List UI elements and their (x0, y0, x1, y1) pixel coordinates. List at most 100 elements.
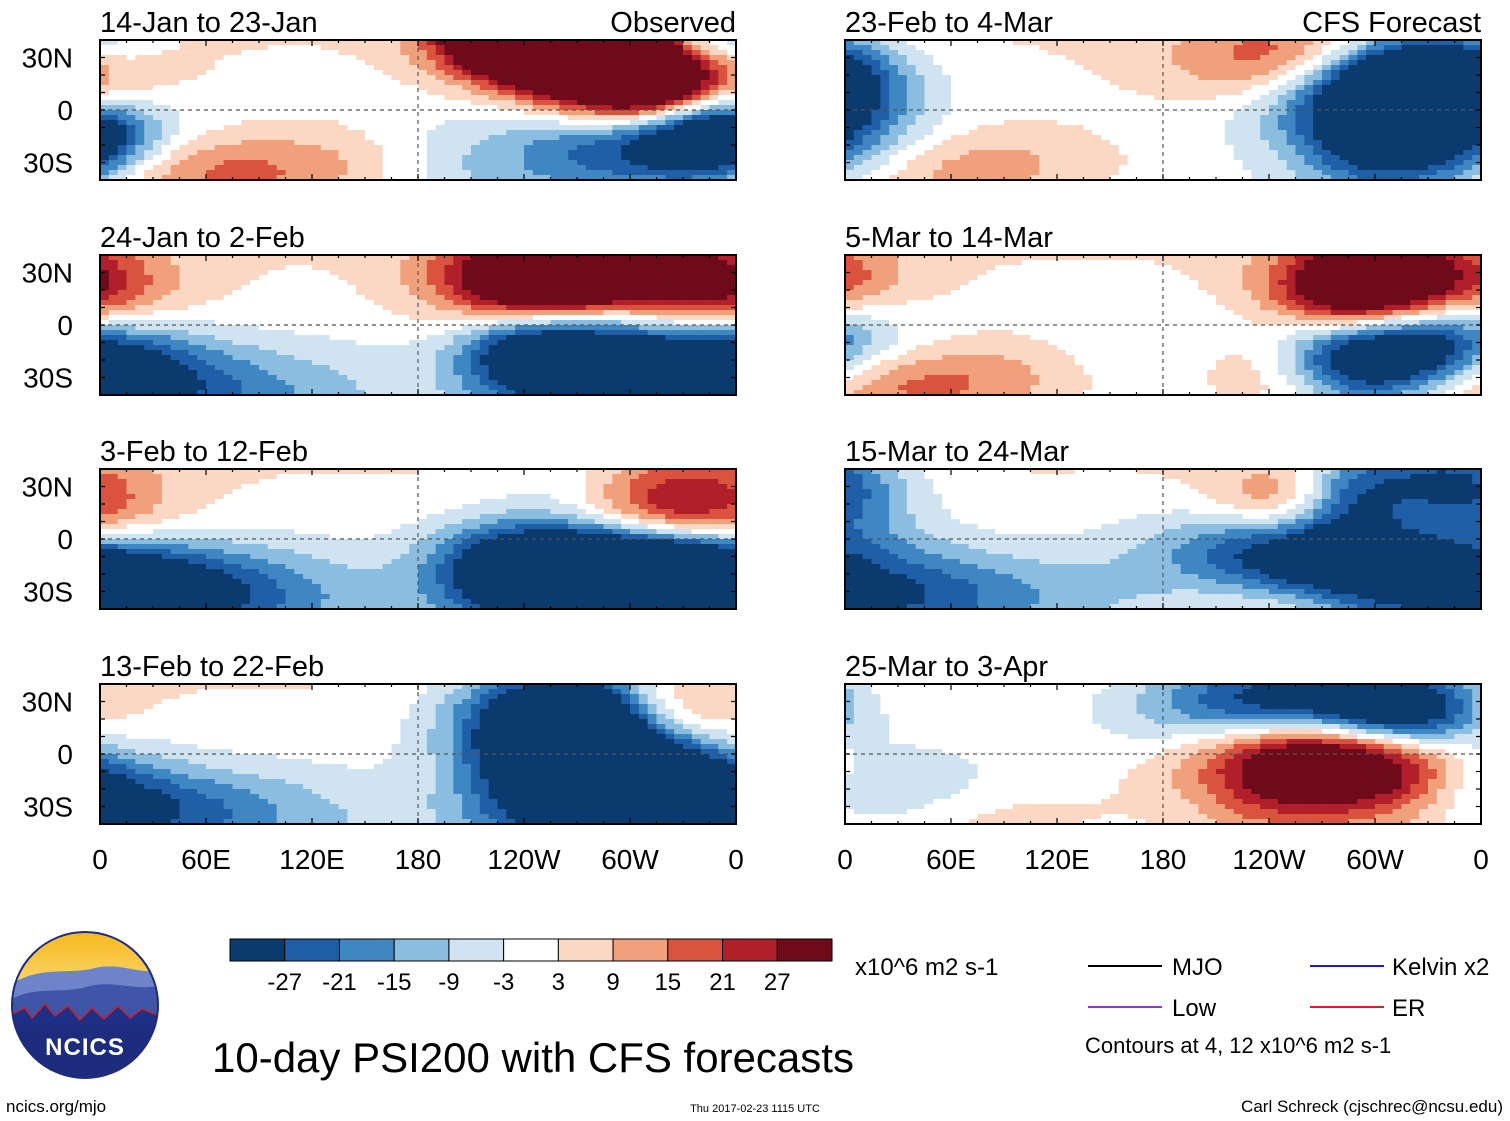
field-cell (100, 290, 110, 296)
field-cell (241, 275, 251, 281)
field-cell (603, 365, 613, 371)
field-cell (550, 40, 560, 46)
field-cell (161, 584, 172, 590)
field-cell (621, 260, 631, 266)
field-cell (197, 380, 207, 386)
field-cell (479, 360, 490, 366)
field-cell (435, 365, 445, 371)
field-cell (426, 320, 437, 326)
field-cell (541, 115, 551, 121)
field-cell (683, 55, 693, 61)
field-cell (161, 60, 172, 66)
field-cell (329, 100, 339, 106)
field-cell (206, 380, 216, 386)
field-cell (691, 280, 702, 286)
field-cell (320, 345, 331, 351)
field-cell (126, 504, 136, 510)
field-cell (197, 589, 207, 595)
field-cell (108, 55, 119, 61)
field-cell (435, 75, 445, 81)
field-cell (338, 135, 348, 141)
field-cell (532, 320, 543, 326)
field-cell (559, 255, 569, 261)
field-cell (409, 65, 419, 71)
field-cell (126, 170, 136, 176)
field-cell (338, 569, 348, 575)
field-cell (232, 380, 242, 386)
field-cell (347, 325, 357, 331)
field-cell (276, 370, 286, 376)
field-cell (462, 340, 472, 346)
field-cell (727, 40, 737, 46)
field-cell (170, 150, 180, 156)
field-cell (418, 345, 428, 351)
field-cell (718, 125, 728, 131)
field-cell (453, 345, 463, 351)
field-cell (135, 604, 145, 610)
field-cell (541, 335, 551, 341)
field-cell (214, 489, 225, 495)
field-cell (161, 310, 172, 316)
field-cell (356, 150, 366, 156)
field-cell (568, 385, 578, 391)
field-cell (665, 145, 675, 151)
field-cell (400, 285, 410, 291)
field-cell (108, 80, 119, 86)
field-cell (144, 100, 154, 106)
field-cell (524, 120, 534, 126)
field-cell (488, 40, 498, 46)
field-cell (250, 474, 260, 480)
field-cell (515, 135, 525, 141)
field-cell (206, 70, 216, 76)
field-cell (347, 155, 357, 161)
field-cell (435, 380, 445, 386)
field-cell (365, 365, 375, 371)
field-cell (418, 255, 428, 261)
field-cell (559, 135, 569, 141)
field-cell (418, 260, 428, 266)
field-cell (276, 340, 286, 346)
field-cell (630, 280, 640, 286)
field-cell (108, 50, 119, 56)
field-cell (100, 265, 110, 271)
field-cell (153, 310, 163, 316)
field-cell (259, 564, 269, 570)
field-cell (126, 285, 136, 291)
field-cell (338, 165, 348, 171)
field-cell (320, 380, 331, 386)
field-cell (391, 280, 401, 286)
field-cell (647, 290, 657, 296)
field-cell (577, 115, 587, 121)
field-cell (683, 45, 693, 51)
field-cell (532, 60, 543, 66)
field-cell (630, 95, 640, 101)
field-cell (329, 370, 339, 376)
field-cell (532, 165, 543, 171)
field-cell (453, 390, 463, 396)
field-cell (232, 290, 242, 296)
field-cell (206, 120, 216, 126)
field-cell (497, 140, 507, 146)
field-cell (594, 380, 604, 386)
field-cell (524, 135, 534, 141)
field-cell (647, 165, 657, 171)
field-cell (179, 305, 189, 311)
field-cell (338, 504, 348, 510)
field-cell (559, 75, 569, 81)
field-cell (391, 175, 401, 181)
field-cell (594, 175, 604, 181)
field-cell (214, 95, 225, 101)
field-cell (568, 370, 578, 376)
field-cell (630, 315, 640, 321)
field-cell (329, 375, 339, 381)
field-cell (532, 70, 543, 76)
field-cell (108, 70, 119, 76)
field-cell (267, 594, 278, 600)
field-cell (506, 375, 516, 381)
field-cell (418, 65, 428, 71)
field-cell (294, 95, 304, 101)
field-cell (144, 120, 154, 126)
field-cell (312, 474, 322, 480)
field-cell (179, 579, 189, 585)
field-cell (347, 360, 357, 366)
